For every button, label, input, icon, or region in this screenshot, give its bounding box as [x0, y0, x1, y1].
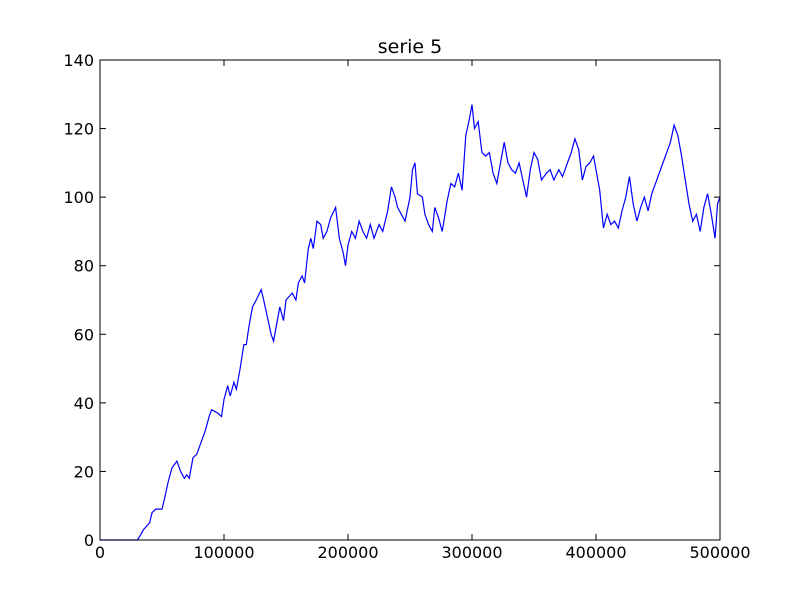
x-tick-label: 0 [95, 543, 105, 562]
y-tick-label: 140 [63, 51, 94, 70]
chart-title: serie 5 [378, 36, 443, 58]
x-tick-label: 200000 [317, 543, 378, 562]
x-tick-label: 400000 [565, 543, 626, 562]
y-tick-label: 40 [74, 394, 94, 413]
data-line [100, 104, 721, 541]
y-tick-label: 0 [84, 531, 94, 550]
x-tick-label: 500000 [689, 543, 750, 562]
y-tick-label: 100 [63, 188, 94, 207]
y-tick-label: 60 [74, 325, 94, 344]
y-tick-label: 80 [74, 257, 94, 276]
x-tick-label: 300000 [441, 543, 502, 562]
plot-frame [99, 59, 721, 541]
y-tick-label: 120 [63, 120, 94, 139]
y-tick-label: 20 [74, 462, 94, 481]
x-tick-label: 100000 [193, 543, 254, 562]
